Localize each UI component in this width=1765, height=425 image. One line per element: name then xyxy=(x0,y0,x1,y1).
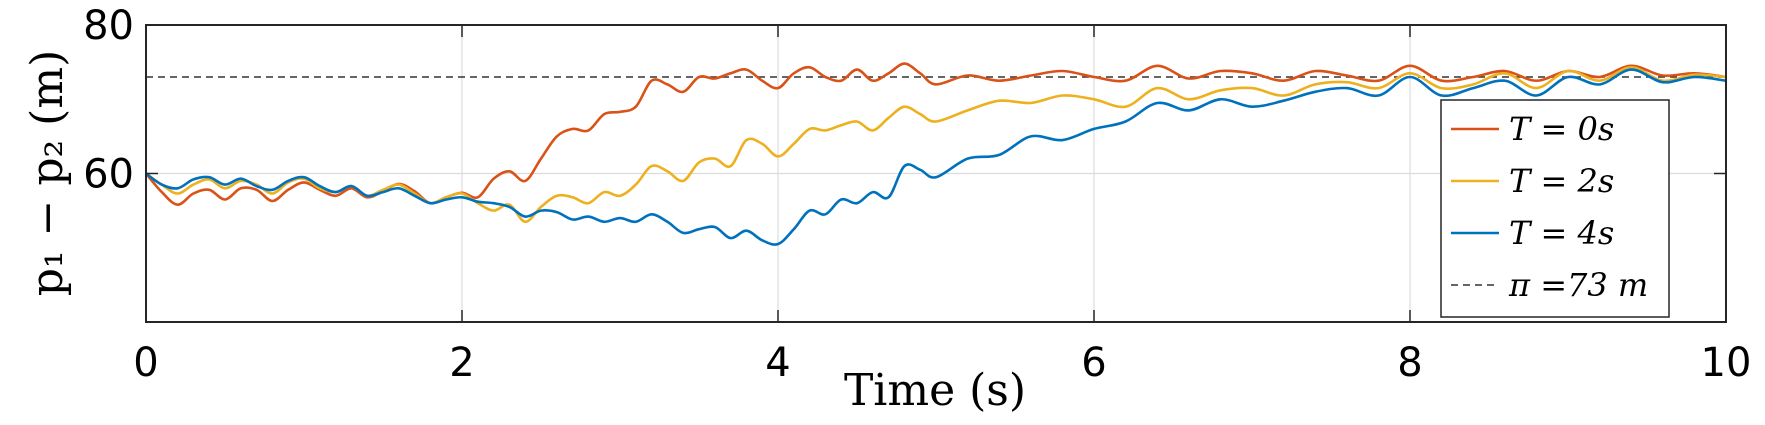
x-tick-label: 4 xyxy=(765,340,790,386)
tick-labels: 0 2 4 6 8 10 60 80 xyxy=(83,3,1751,386)
x-tick-label: 10 xyxy=(1701,340,1752,386)
legend: T = 0s T = 2s T = 4s π =73 m xyxy=(1440,99,1670,318)
legend-label: π =73 m xyxy=(1508,266,1648,304)
y-axis-label: p₁ − p₂ (m) xyxy=(22,50,73,297)
series-line-3 xyxy=(145,68,1727,246)
x-tick-label: 0 xyxy=(133,340,158,386)
x-axis-label: Time (s) xyxy=(844,365,1026,416)
legend-label: T = 0s xyxy=(1509,110,1614,148)
legend-label: T = 4s xyxy=(1509,214,1614,252)
x-tick-label: 8 xyxy=(1397,340,1422,386)
y-tick-label: 60 xyxy=(83,152,134,198)
x-tick-label: 6 xyxy=(1081,340,1106,386)
legend-box xyxy=(1440,99,1670,318)
x-tick-label: 2 xyxy=(449,340,474,386)
legend-label: T = 2s xyxy=(1509,162,1614,200)
y-tick-label: 80 xyxy=(83,3,134,49)
series-line-1 xyxy=(145,62,1727,206)
series-group xyxy=(145,62,1727,246)
